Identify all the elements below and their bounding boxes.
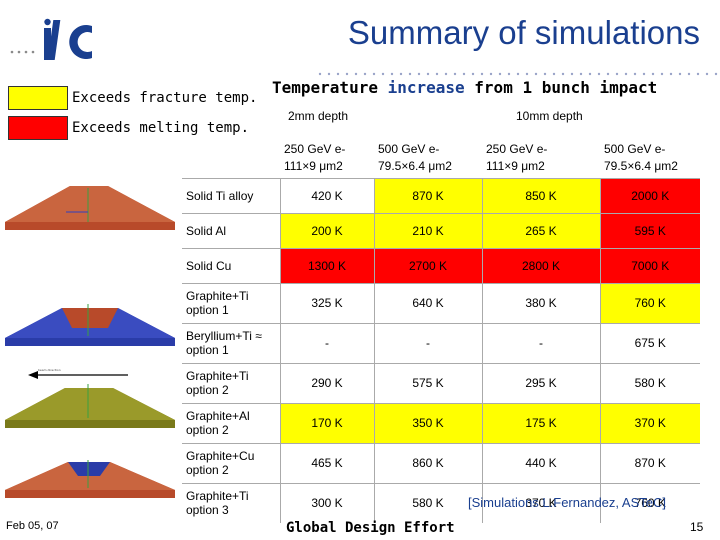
legend-swatch-melting xyxy=(8,116,68,140)
temperature-cell: - xyxy=(481,322,600,363)
subtitle-highlight: increase xyxy=(387,78,465,97)
beam-size: 111×9 μm2 xyxy=(486,158,545,173)
temperature-cell: 175 K xyxy=(481,402,600,443)
temperature-cell: 295 K xyxy=(481,362,600,403)
table-row: Graphite+Ti option 2 290 K 575 K 295 K 580 K xyxy=(182,362,700,403)
legend-label-fracture: Exceeds fracture temp. xyxy=(72,90,258,106)
material-label: Graphite+Ti option 3 xyxy=(182,482,280,523)
temperature-cell: 265 K xyxy=(481,212,600,248)
temperature-cell: 760 K xyxy=(599,482,700,523)
material-label: Solid Cu xyxy=(182,247,280,283)
target-geometry-illustrations: beam direction xyxy=(5,186,175,498)
temperature-cell: 210 K xyxy=(373,212,482,248)
material-label: Graphite+Ti option 2 xyxy=(182,362,280,403)
temperature-cell: 575 K xyxy=(373,362,482,403)
temperature-cell: 580 K xyxy=(599,362,700,403)
svg-text:beam direction: beam direction xyxy=(38,368,61,372)
depth-header-2mm: 2mm depth xyxy=(288,109,349,123)
material-label: Graphite+Ti option 1 xyxy=(182,282,280,323)
dotted-divider xyxy=(318,72,718,76)
temperature-cell: 595 K xyxy=(599,212,700,248)
table-row: Solid Ti alloy 420 K 870 K 850 K 2000 K xyxy=(182,177,700,213)
footer-date: Feb 05, 07 xyxy=(6,520,59,532)
slide-title: Summary of simulations xyxy=(347,14,700,51)
beam-header-row: 250 GeV e- 111×9 μm2 500 GeV e- 79.5×6.4 μ… xyxy=(182,138,700,178)
beam-energy: 250 GeV e- xyxy=(486,141,548,156)
target-shape-1 xyxy=(5,186,175,230)
corner-cell xyxy=(182,100,280,138)
footer-organization: Global Design Effort xyxy=(286,520,455,536)
table-row: Graphite+Ti option 3 300 K 580 K 370 K 760 K xyxy=(182,482,700,523)
simulation-credit: [Simulations L.Fernandez, ASTeC] xyxy=(468,495,666,510)
material-label: Graphite+Al option 2 xyxy=(182,402,280,443)
temperature-cell: 870 K xyxy=(599,442,700,483)
table-row: Solid Cu 1300 K 2700 K 2800 K 7000 K xyxy=(182,247,700,283)
temperature-cell: 2000 K xyxy=(599,177,700,213)
beam-direction-arrow: beam direction xyxy=(28,368,128,379)
corner-cell-2 xyxy=(182,138,280,178)
temperature-cell: 290 K xyxy=(279,362,374,403)
beam-energy: 500 GeV e- xyxy=(604,141,666,156)
subtitle-suffix: from 1 bunch impact xyxy=(464,78,658,97)
target-shape-4 xyxy=(5,460,175,498)
temperature-cell: 350 K xyxy=(373,402,482,443)
temperature-cell: 675 K xyxy=(599,322,700,363)
temperature-cell: 325 K xyxy=(279,282,374,323)
temperature-cell: 580 K xyxy=(373,482,482,523)
material-label: Solid Al xyxy=(182,212,280,248)
table-row: Beryllium+Ti ≈ option 1- - -675 K xyxy=(182,322,700,363)
material-label: Beryllium+Ti ≈ option 1 xyxy=(182,322,280,363)
temperature-cell: 1300 K xyxy=(279,247,374,283)
beam-size: 79.5×6.4 μm2 xyxy=(604,158,678,173)
beam-header-0: 250 GeV e- 111×9 μm2 xyxy=(280,138,374,178)
table-row: Graphite+Ti option 1 325 K 640 K 380 K 760 K xyxy=(182,282,700,323)
subtitle-prefix: Temperature xyxy=(272,78,388,97)
temperature-cell: - xyxy=(373,322,482,363)
temperature-cell: 860 K xyxy=(373,442,482,483)
legend-swatch-fracture xyxy=(8,86,68,110)
temperature-cell: 640 K xyxy=(373,282,482,323)
temperature-cell: 7000 K xyxy=(599,247,700,283)
depth-header-row: 2mm depth 10mm depth xyxy=(182,100,700,138)
ilc-logo xyxy=(10,18,92,60)
simulation-results-table: 2mm depth 10mm depth 250 GeV e- 111×9 μm2… xyxy=(182,100,700,523)
temperature-cell: 300 K xyxy=(279,482,374,523)
table-row: Graphite+Al option 2 170 K 350 K 175 K 370 K xyxy=(182,402,700,443)
temperature-cell: 2800 K xyxy=(481,247,600,283)
beam-header-3: 500 GeV e- 79.5×6.4 μm2 xyxy=(600,138,700,178)
temperature-cell: 760 K xyxy=(599,282,700,323)
temperature-cell: 2700 K xyxy=(373,247,482,283)
table-row: Solid Al 200 K 210 K 265 K 595 K xyxy=(182,212,700,248)
beam-header-2: 250 GeV e- 111×9 μm2 xyxy=(482,138,600,178)
temperature-cell: 850 K xyxy=(481,177,600,213)
temperature-cell: 870 K xyxy=(373,177,482,213)
temperature-cell: 440 K xyxy=(481,442,600,483)
beam-size: 79.5×6.4 μm2 xyxy=(378,158,452,173)
temperature-cell: 170 K xyxy=(279,402,374,443)
table-row: Graphite+Cu option 2 465 K 860 K 440 K 870 K xyxy=(182,442,700,483)
temperature-cell: - xyxy=(279,322,374,363)
target-shape-3 xyxy=(5,384,175,428)
material-label: Solid Ti alloy xyxy=(182,177,280,213)
legend-label-melting: Exceeds melting temp. xyxy=(72,120,250,136)
beam-energy: 500 GeV e- xyxy=(378,141,440,156)
target-shape-2 xyxy=(5,304,175,346)
temperature-cell: 370 K xyxy=(481,482,600,523)
page-number: 15 xyxy=(690,520,704,534)
beam-header-1: 500 GeV e- 79.5×6.4 μm2 xyxy=(374,138,482,178)
beam-energy: 250 GeV e- xyxy=(284,141,346,156)
depth-header-10mm: 10mm depth xyxy=(516,109,583,123)
temperature-cell: 200 K xyxy=(279,212,374,248)
temperature-cell: 380 K xyxy=(481,282,600,323)
temperature-cell: 465 K xyxy=(279,442,374,483)
beam-size: 111×9 μm2 xyxy=(284,158,343,173)
material-label: Graphite+Cu option 2 xyxy=(182,442,280,483)
temperature-cell: 420 K xyxy=(279,177,374,213)
temperature-cell: 370 K xyxy=(599,402,700,443)
table-subtitle: Temperature increase from 1 bunch impact xyxy=(272,78,657,97)
